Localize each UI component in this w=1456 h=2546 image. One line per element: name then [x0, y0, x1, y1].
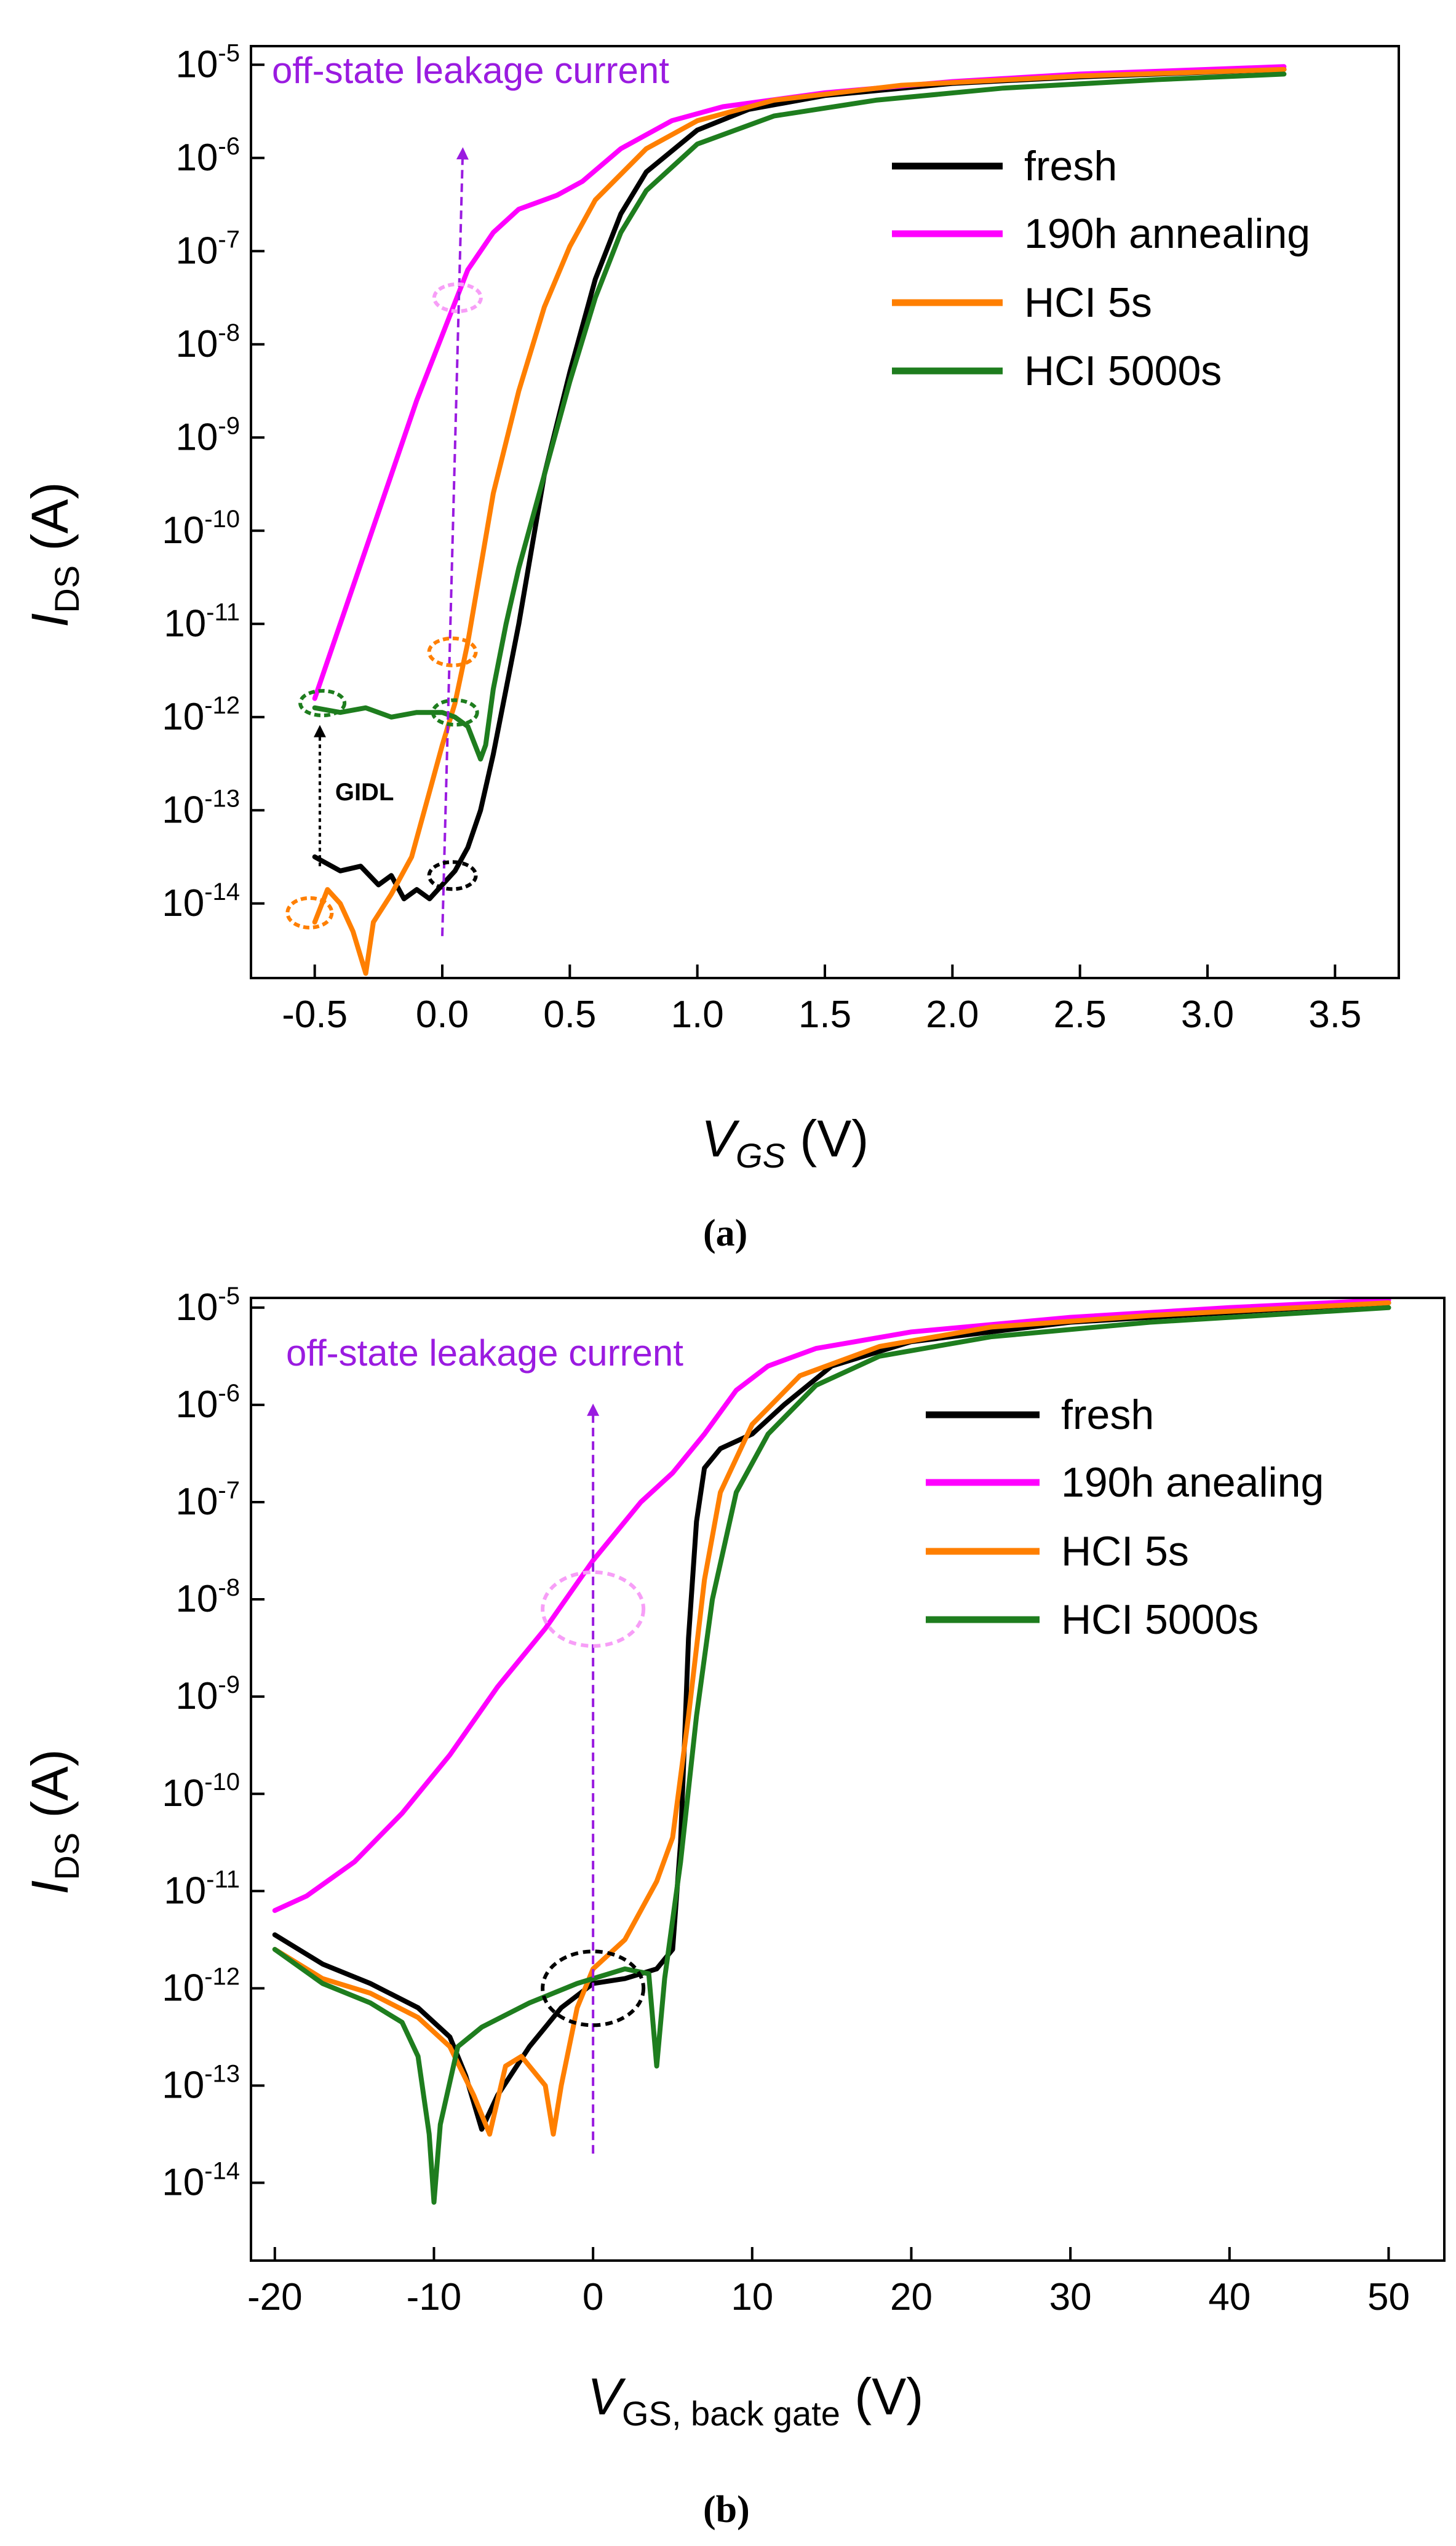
panel-a-x-tick-label: 1.0 — [671, 993, 724, 1036]
panel-a-y-tick-label: 10-14 — [162, 878, 240, 925]
panel-b-x-tick-label: 20 — [890, 2276, 933, 2318]
panel-b-legend: fresh 190h anealing HCI 5s HCI 5000s — [926, 1391, 1324, 1643]
panel-a-hci5s-marker — [427, 636, 478, 667]
panel-b-x-tick-label: -10 — [407, 2276, 462, 2318]
panel-a-x-tick-label: 2.0 — [926, 993, 979, 1036]
panel-a-y-tick-label: 10-9 — [175, 412, 240, 458]
panel-a-series-hci-5000s — [312, 71, 1287, 762]
panel-b-x-tick-label: 10 — [731, 2276, 773, 2318]
panel-a-annealing-marker — [432, 282, 483, 314]
panel-a-y-tick-label: 10-12 — [162, 692, 240, 738]
panel-b-series-190h-anealing — [272, 1298, 1391, 1913]
panel-b-series-hci-5s — [272, 1300, 1391, 2137]
panel-a-plot-frame — [250, 45, 1400, 979]
panel-a-fresh-marker — [427, 860, 478, 891]
panel-b-chart: -20 -10 0 10 20 30 40 50 10-5 10-6 10-7 10-8 10-9 10-… — [21, 1283, 1446, 2531]
panel-a-y-tick-label: 10-10 — [162, 506, 240, 552]
panel-b-annealing-marker — [541, 1570, 646, 1648]
panel-b-y-tick-label: 10-9 — [175, 1671, 240, 1717]
panel-b-y-tick-label: 10-8 — [175, 1574, 240, 1620]
panel-b-plot-frame — [250, 1297, 1446, 2262]
panel-a-x-tick-label: 0.5 — [543, 993, 596, 1036]
panel-b-series-fresh — [272, 1300, 1391, 2132]
panel-b-fresh-marker — [541, 1949, 646, 2027]
panel-a-x-axis-label: VGS (V) — [701, 1110, 869, 1175]
panel-a-y-tick-label: 10-5 — [175, 39, 240, 86]
panel-a-y-tick-label: 10-7 — [175, 226, 240, 272]
panel-b-y-tick-label: 10-13 — [162, 2060, 240, 2106]
panel-a-series-fresh — [312, 66, 1287, 902]
panel-a-y-tick-label: 10-6 — [175, 133, 240, 179]
panel-a-hci5000s-left-marker — [298, 689, 347, 718]
panel-a-annotation: off-state leakage current — [272, 50, 669, 91]
legend-b-hci5s-label: HCI 5s — [1061, 1528, 1189, 1575]
legend-b-annealing-label: 190h anealing — [1061, 1459, 1324, 1506]
panel-b-x-axis-label: VGS, back gate (V) — [587, 2368, 923, 2433]
panel-a-y-tick-label: 10-13 — [162, 785, 240, 831]
panel-b-y-tick-label: 10-12 — [162, 1963, 240, 2009]
panel-b-x-tick-label: 0 — [583, 2276, 603, 2318]
panel-a-legend: fresh 190h annealing HCI 5s HCI 5000s — [892, 143, 1310, 394]
legend-a-hci5000s-label: HCI 5000s — [1024, 348, 1222, 394]
panel-a-leakage-arrow — [441, 147, 469, 936]
legend-a-hci5s-label: HCI 5s — [1024, 279, 1152, 326]
legend-a-fresh-label: fresh — [1024, 143, 1117, 189]
panel-b-x-tick-label: -20 — [247, 2276, 303, 2318]
legend-b-hci5000s-label: HCI 5000s — [1061, 1596, 1259, 1643]
panel-b-y-tick-label: 10-10 — [162, 1768, 240, 1815]
panel-b-y-axis-label: IDS (A) — [21, 1749, 86, 1895]
legend-b-fresh-label: fresh — [1061, 1391, 1154, 1438]
panel-a-y-tick-label: 10-8 — [175, 319, 240, 365]
panel-b-annotation: off-state leakage current — [286, 1332, 683, 1374]
panel-b-y-tick-label: 10-7 — [175, 1477, 240, 1523]
panel-a-gidl-label: GIDL — [335, 779, 394, 806]
legend-a-annealing-label: 190h annealing — [1024, 210, 1310, 257]
panel-b-x-tick-label: 50 — [1367, 2276, 1410, 2318]
panel-b-x-tick-label: 40 — [1208, 2276, 1251, 2318]
panel-b-x-tick-label: 30 — [1049, 2276, 1092, 2318]
panel-a-x-tick-label: 0.0 — [416, 993, 469, 1036]
panel-a-hci5000s-marker — [431, 698, 479, 727]
panel-a-series-hci-5s — [312, 66, 1287, 976]
panel-a-chart: -0.5 0.0 0.5 1.0 1.5 2.0 2.5 3.0 3.5 10-5 10-6 10-7… — [21, 39, 1400, 1254]
panel-a-x-tick-label: 3.0 — [1181, 993, 1234, 1036]
panel-b-y-tick-label: 10-6 — [175, 1380, 240, 1426]
panel-a-hci5s-left-marker — [285, 896, 334, 929]
panel-a-x-tick-label: 3.5 — [1308, 993, 1361, 1036]
panel-a-x-tick-label: 1.5 — [798, 993, 851, 1036]
panel-b-series-hci-5000s — [272, 1305, 1391, 2205]
panel-b-caption: (b) — [703, 2489, 750, 2531]
panel-a-caption: (a) — [703, 1212, 747, 1254]
panel-a-x-tick-label: 2.5 — [1054, 993, 1107, 1036]
panel-a-x-tick-label: -0.5 — [282, 993, 348, 1036]
panel-a-y-axis-label: IDS (A) — [21, 482, 86, 627]
panel-a-y-tick-label: 10-11 — [164, 599, 240, 645]
panel-b-y-tick-label: 10-11 — [164, 1866, 240, 1912]
panel-b-y-tick-label: 10-5 — [175, 1283, 240, 1329]
panel-b-y-tick-label: 10-14 — [162, 2158, 240, 2204]
